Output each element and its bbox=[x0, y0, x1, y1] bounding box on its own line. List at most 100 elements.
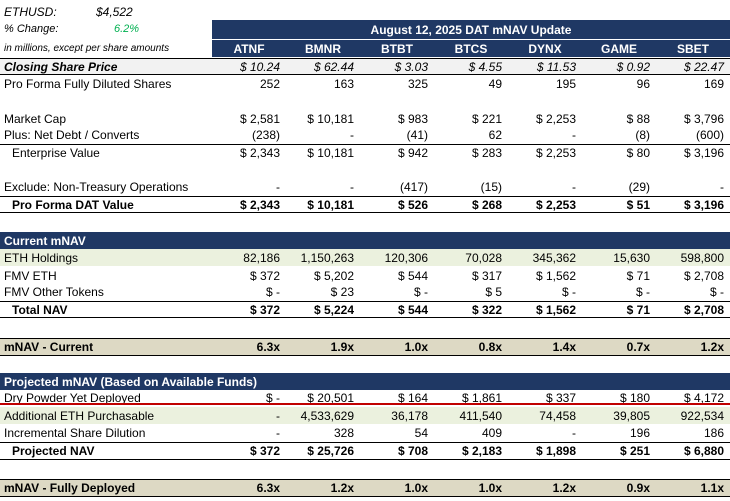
cell-shares: 163 bbox=[333, 77, 354, 91]
row-add-eth: Additional ETH Purchasable - 4,533,629 36,1… bbox=[0, 407, 730, 424]
cell-dry-powder: $ 20,501 bbox=[307, 391, 354, 405]
cell-price: $ 62.44 bbox=[313, 59, 354, 74]
row-label: Additional ETH Purchasable bbox=[4, 408, 155, 423]
row-label: Pro Forma DAT Value bbox=[12, 197, 134, 212]
row-mnav-current: mNAV - Current 6.3x 1.9x 1.0x 0.8x 1.4x 0.7x 1.… bbox=[0, 338, 730, 356]
cell-total-nav: $ 544 bbox=[397, 302, 428, 317]
ethusd-label: ETHUSD: bbox=[4, 5, 57, 19]
cell-fmv-eth: $ 1,562 bbox=[535, 268, 576, 283]
column-header-row: ATNF BMNR BTBT BTCS DYNX GAME SBET bbox=[212, 40, 730, 57]
cell-eth-holdings: 1,150,263 bbox=[300, 250, 354, 265]
row-shares: Pro Forma Fully Diluted Shares 252 163 325 4… bbox=[0, 76, 730, 92]
row-mnav-full: mNAV - Fully Deployed 6.3x 1.2x 1.0x 1.0x 1.2… bbox=[0, 479, 730, 497]
cell-proj-nav: $ 372 bbox=[249, 444, 280, 458]
cell-mnav-full: 0.9x bbox=[626, 481, 650, 495]
report-title-text: August 12, 2025 DAT mNAV Update bbox=[370, 22, 572, 37]
cell-total-nav: $ 2,708 bbox=[683, 302, 724, 317]
cell-dilution: 409 bbox=[481, 426, 502, 440]
cell-proj-nav: $ 2,183 bbox=[461, 444, 502, 458]
cell-fmv-other: $ 5 bbox=[485, 285, 502, 299]
cell-eth-holdings: 345,362 bbox=[532, 250, 576, 265]
row-label: Pro Forma Fully Diluted Shares bbox=[4, 77, 172, 91]
cell-exclude: - bbox=[720, 179, 724, 194]
row-label: mNAV - Fully Deployed bbox=[4, 481, 136, 495]
row-label: Projected mNAV (Based on Available Funds… bbox=[4, 374, 257, 389]
change-value: 6.2% bbox=[114, 23, 140, 35]
row-dilution: Incremental Share Dilution - 328 54 409 - 196 1… bbox=[0, 425, 730, 441]
cell-debt: 62 bbox=[488, 128, 502, 142]
row-label: Closing Share Price bbox=[4, 59, 118, 74]
cell-fmv-eth: $ 544 bbox=[397, 268, 428, 283]
cell-ev: $ 2,343 bbox=[239, 146, 280, 160]
cell-eth-holdings: 82,186 bbox=[243, 250, 280, 265]
cell-mnav-full: 6.3x bbox=[256, 481, 280, 495]
cell-shares: 252 bbox=[259, 77, 280, 91]
cell-exclude: - bbox=[276, 179, 280, 194]
col-header: ATNF bbox=[233, 41, 265, 56]
cell-eth-holdings: 15,630 bbox=[613, 250, 650, 265]
row-label: Projected NAV bbox=[12, 444, 95, 458]
cell-mcap: $ 983 bbox=[397, 111, 428, 126]
row-label: mNAV - Current bbox=[4, 340, 94, 354]
cell-fmv-eth: $ 317 bbox=[471, 268, 502, 283]
cell-ev: $ 3,196 bbox=[683, 146, 724, 160]
cell-dilution: 328 bbox=[333, 426, 354, 440]
cell-ev: $ 10,181 bbox=[307, 146, 354, 160]
cell-proj-nav: $ 1,898 bbox=[535, 444, 576, 458]
cell-fmv-eth: $ 372 bbox=[249, 268, 280, 283]
col-header: SBET bbox=[676, 41, 709, 56]
row-fmv-other: FMV Other Tokens $ - $ 23 $ - $ 5 $ - $ - $ - bbox=[0, 284, 730, 300]
col-header: BTCS bbox=[454, 41, 488, 56]
col-header: DYNX bbox=[528, 41, 562, 56]
cell-ev: $ 80 bbox=[626, 146, 650, 160]
cell-add-eth: 36,178 bbox=[391, 408, 428, 423]
row-price: Closing Share Price $ 10.24 $ 62.44 $ 3.03 $… bbox=[0, 58, 730, 75]
cell-shares: 96 bbox=[636, 77, 650, 91]
cell-exclude: - bbox=[350, 179, 354, 194]
cell-total-nav: $ 372 bbox=[249, 302, 280, 317]
cell-mnav-full: 1.0x bbox=[478, 481, 502, 495]
units-note-row: in millions, except per share amounts bbox=[0, 41, 730, 55]
cell-total-nav: $ 5,224 bbox=[313, 302, 354, 317]
row-label: ETH Holdings bbox=[4, 250, 79, 265]
cell-fmv-other: $ - bbox=[265, 285, 280, 299]
row-total-nav: Total NAV $ 372 $ 5,224 $ 544 $ 322 $ 1,562 $ … bbox=[0, 301, 730, 318]
cell-dry-powder: $ 180 bbox=[619, 391, 650, 405]
cell-proj-nav: $ 708 bbox=[397, 444, 428, 458]
row-dat: Pro Forma DAT Value $ 2,343 $ 10,181 $ 526 $… bbox=[0, 196, 730, 213]
row-debt: Plus: Net Debt / Converts (238) - (41) 62 - (8… bbox=[0, 127, 730, 143]
cell-mcap: $ 88 bbox=[626, 111, 650, 126]
col-header: BMNR bbox=[305, 41, 341, 56]
cell-ev: $ 283 bbox=[471, 146, 502, 160]
row-label: Incremental Share Dilution bbox=[4, 426, 146, 440]
cell-shares: 49 bbox=[488, 77, 502, 91]
row-label: Exclude: Non-Treasury Operations bbox=[4, 179, 189, 194]
cell-add-eth: - bbox=[276, 408, 280, 423]
cell-fmv-eth: $ 5,202 bbox=[313, 268, 354, 283]
cell-dilution: 186 bbox=[703, 426, 724, 440]
cell-exclude: (29) bbox=[628, 179, 650, 194]
cell-shares: 325 bbox=[407, 77, 428, 91]
cell-dat: $ 526 bbox=[397, 197, 428, 212]
cell-price: $ 4.55 bbox=[468, 59, 502, 74]
cell-exclude: - bbox=[572, 179, 576, 194]
cell-mcap: $ 3,796 bbox=[683, 111, 724, 126]
cell-add-eth: 922,534 bbox=[680, 408, 724, 423]
cell-dat: $ 51 bbox=[626, 197, 650, 212]
cell-shares: 195 bbox=[555, 77, 576, 91]
red-divider-line bbox=[0, 403, 730, 405]
cell-mnav-full: 1.2x bbox=[552, 481, 576, 495]
cell-debt: (8) bbox=[635, 128, 650, 142]
row-label: Dry Powder Yet Deployed bbox=[4, 391, 141, 405]
cell-dat: $ 10,181 bbox=[307, 197, 354, 212]
row-mcap: Market Cap $ 2,581 $ 10,181 $ 983 $ 221 $ 2,2… bbox=[0, 110, 730, 127]
row-label: Current mNAV bbox=[4, 233, 86, 248]
cell-fmv-other: $ - bbox=[561, 285, 576, 299]
cell-mcap: $ 2,581 bbox=[239, 111, 280, 126]
cell-mnav-full: 1.2x bbox=[330, 481, 354, 495]
cell-fmv-other: $ - bbox=[635, 285, 650, 299]
cell-exclude: (417) bbox=[399, 179, 428, 194]
cell-debt: (238) bbox=[251, 128, 280, 142]
cell-mcap: $ 10,181 bbox=[307, 111, 354, 126]
cell-eth-holdings: 120,306 bbox=[384, 250, 428, 265]
